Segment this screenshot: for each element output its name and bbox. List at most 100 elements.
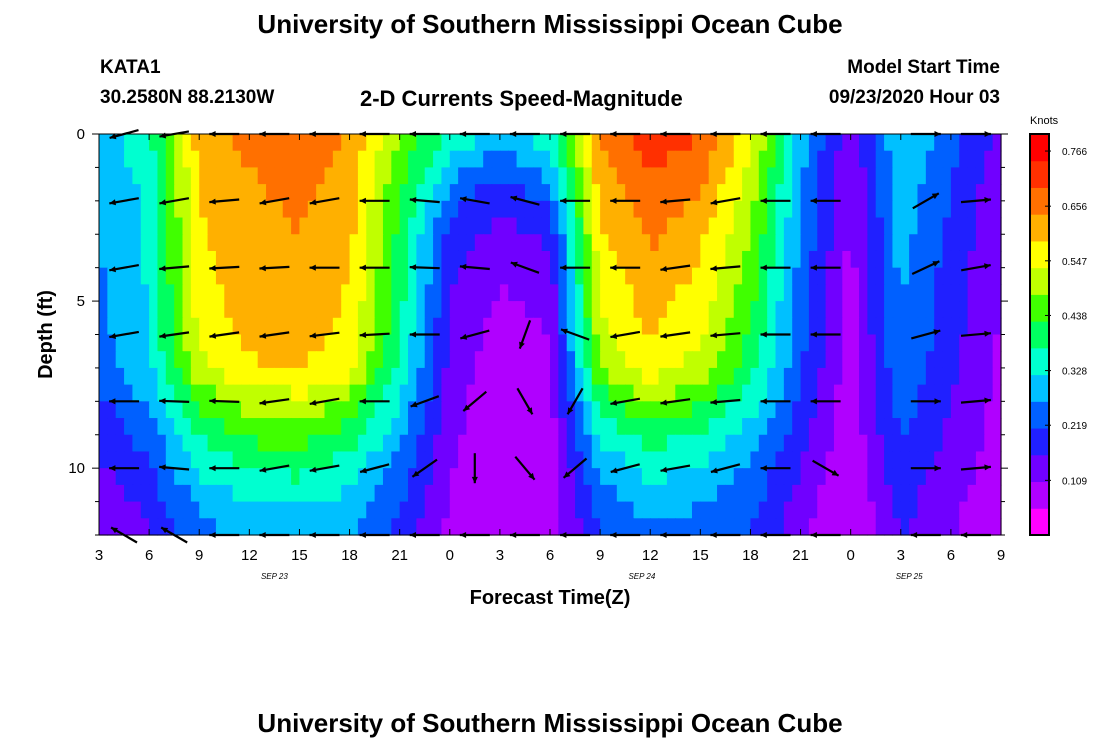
heat-cell: [975, 367, 985, 386]
colorbar-swatch: [1030, 294, 1049, 322]
heat-cell: [909, 234, 919, 252]
x-tick-label: 21: [792, 547, 809, 564]
heat-cell: [483, 134, 493, 152]
heat-cell: [950, 501, 960, 519]
heat-cell: [332, 317, 342, 336]
heat-cell: [165, 451, 175, 469]
heat-cell: [341, 150, 351, 169]
heat-cell: [859, 200, 868, 219]
heat-cell: [516, 451, 526, 469]
current-arrow: [660, 398, 691, 406]
heat-cell: [433, 351, 443, 369]
heat-cell: [875, 284, 885, 302]
heat-cell: [725, 267, 735, 285]
heat-cell: [516, 301, 526, 319]
heat-cell: [524, 418, 534, 436]
heat-cell: [550, 468, 559, 486]
heat-cell: [124, 267, 134, 285]
heat-cell: [408, 150, 417, 169]
heat-cell: [199, 351, 209, 369]
heat-cell: [291, 267, 301, 285]
heat-cell: [541, 401, 551, 419]
heat-cell: [650, 468, 660, 486]
heat-cell: [875, 200, 885, 219]
heat-cell: [892, 167, 902, 185]
heat-cell: [524, 184, 534, 202]
heat-cell: [800, 501, 810, 519]
heat-cell: [341, 167, 351, 185]
heat-cell: [541, 351, 551, 369]
heat-cell: [341, 401, 351, 419]
heat-cell: [499, 200, 509, 219]
heat-cell: [566, 301, 576, 319]
heat-cell: [366, 234, 376, 252]
heat-cell: [157, 351, 167, 369]
heat-cell: [750, 418, 760, 436]
heat-cell: [892, 234, 902, 252]
heat-cell: [758, 267, 768, 285]
heat-cell: [591, 367, 601, 386]
heat-cell: [341, 367, 351, 386]
heat-cell: [232, 434, 242, 453]
heat-cell: [925, 484, 935, 503]
heat-cell: [391, 317, 401, 336]
heat-cell: [758, 234, 768, 252]
heat-cell: [349, 351, 359, 369]
heat-cell: [215, 418, 225, 436]
heat-cell: [666, 250, 676, 269]
heat-cell: [892, 150, 902, 169]
heat-cell: [341, 250, 351, 269]
heat-cell: [967, 434, 977, 453]
current-arrow: [812, 459, 840, 477]
heat-cell: [708, 284, 718, 302]
heat-cell: [124, 150, 134, 169]
heat-cell: [332, 401, 342, 419]
heat-cell: [792, 134, 802, 152]
heat-cell: [199, 501, 209, 519]
heat-cell: [424, 301, 434, 319]
heat-cell: [382, 284, 392, 302]
heat-cell: [299, 301, 309, 319]
heat-cell: [950, 334, 960, 352]
heat-cell: [550, 301, 559, 319]
heat-cell: [491, 301, 501, 319]
heat-cell: [742, 434, 752, 453]
heat-cell: [641, 250, 651, 269]
heat-cell: [900, 200, 910, 219]
heat-cell: [575, 150, 585, 169]
heat-cell: [859, 468, 868, 486]
heat-cell: [884, 351, 894, 369]
heat-cell: [408, 301, 417, 319]
heat-cell: [867, 217, 877, 235]
heat-cell: [942, 301, 952, 319]
heat-cell: [917, 184, 927, 202]
heat-cell: [558, 184, 568, 202]
heat-cell: [516, 401, 526, 419]
heat-cell: [984, 284, 994, 302]
heat-cell: [374, 217, 384, 235]
heat-cell: [416, 518, 426, 536]
heat-cell: [942, 384, 952, 402]
heat-cell: [708, 434, 718, 453]
heat-cell: [240, 468, 250, 486]
heat-cell: [182, 200, 192, 219]
heat-cell: [758, 284, 768, 302]
heat-cell: [249, 250, 259, 269]
heat-cell: [925, 351, 935, 369]
heat-cell: [332, 351, 342, 369]
heat-cell: [675, 334, 685, 352]
heat-cell: [357, 284, 367, 302]
heat-cell: [700, 301, 710, 319]
heat-cell: [767, 301, 777, 319]
heat-cell: [299, 451, 309, 469]
heat-cell: [733, 301, 743, 319]
heat-cell: [107, 200, 117, 219]
heat-cell: [825, 451, 835, 469]
heat-cell: [533, 418, 543, 436]
heat-cell: [616, 401, 626, 419]
heat-cell: [524, 317, 534, 336]
heat-cell: [967, 401, 977, 419]
heat-cell: [416, 468, 426, 486]
heat-cell: [666, 401, 676, 419]
heat-cell: [115, 267, 125, 285]
